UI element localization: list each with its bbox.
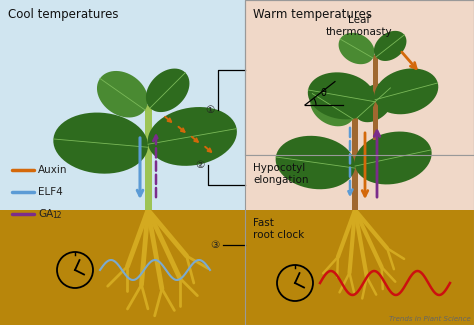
Polygon shape	[54, 112, 148, 174]
Text: 12: 12	[52, 212, 62, 220]
Text: θ: θ	[321, 88, 327, 98]
Polygon shape	[354, 84, 393, 122]
Text: Leaf
thermonasty: Leaf thermonasty	[326, 15, 392, 37]
Polygon shape	[374, 31, 407, 61]
Bar	[145, 105, 152, 210]
Text: ③: ③	[210, 240, 219, 250]
Polygon shape	[97, 71, 148, 118]
Bar	[352, 115, 358, 210]
Text: GA: GA	[38, 209, 53, 219]
Bar	[245, 210, 474, 325]
Text: ②: ②	[195, 160, 205, 170]
Text: ELF4: ELF4	[38, 187, 63, 197]
Bar	[0, 210, 245, 325]
Text: ①: ①	[205, 105, 215, 115]
Text: Fast
root clock: Fast root clock	[253, 218, 304, 240]
Polygon shape	[310, 86, 355, 126]
Polygon shape	[355, 132, 432, 184]
Text: Warm temperatures: Warm temperatures	[253, 8, 372, 21]
Text: Trends in Plant Science: Trends in Plant Science	[389, 316, 471, 322]
Polygon shape	[146, 69, 190, 112]
Polygon shape	[374, 68, 438, 114]
Bar	[245, 155, 474, 210]
Polygon shape	[308, 72, 375, 119]
Text: Hypocotyl
elongation: Hypocotyl elongation	[253, 163, 309, 185]
Text: Cool temperatures: Cool temperatures	[8, 8, 118, 21]
Polygon shape	[338, 33, 374, 64]
Bar	[245, 0, 474, 155]
Text: Auxin: Auxin	[38, 165, 67, 175]
Bar	[245, 0, 474, 325]
Bar	[0, 0, 245, 210]
Polygon shape	[148, 107, 237, 166]
Bar	[373, 55, 378, 140]
Polygon shape	[275, 136, 355, 189]
